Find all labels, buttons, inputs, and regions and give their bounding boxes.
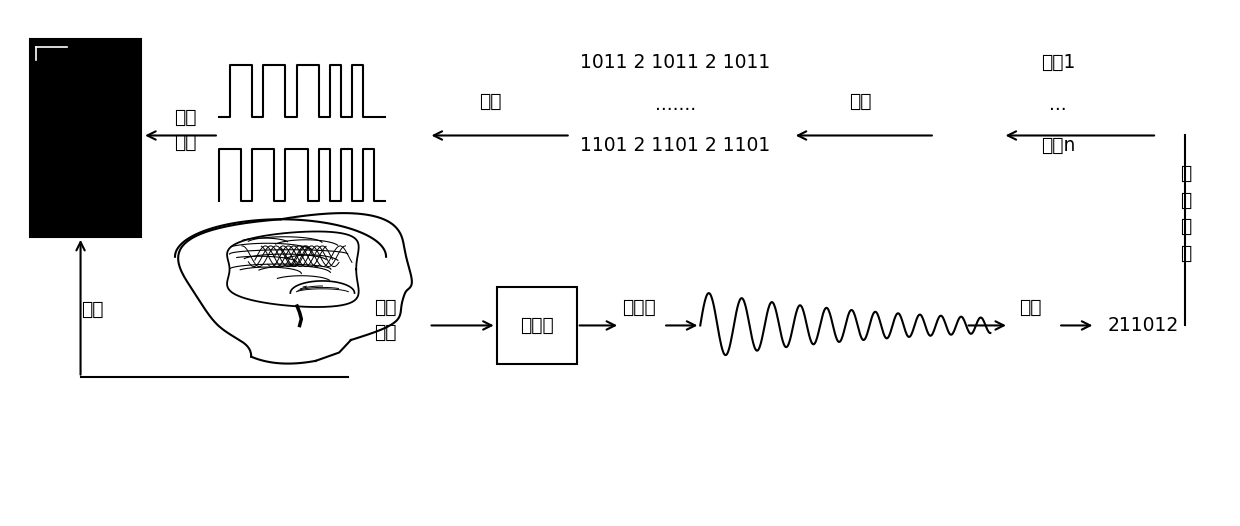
- Text: 采集
信号: 采集 信号: [374, 298, 397, 342]
- Text: 预处理: 预处理: [621, 298, 656, 317]
- Text: 调制: 调制: [479, 92, 502, 111]
- Text: 注视: 注视: [81, 300, 103, 319]
- Text: 指令n: 指令n: [1042, 136, 1075, 155]
- Text: 放大器: 放大器: [521, 316, 554, 335]
- Text: 解调: 解调: [1018, 298, 1042, 317]
- Bar: [30, 39, 141, 237]
- Text: 指
令
识
别: 指 令 识 别: [1179, 164, 1190, 263]
- Text: 1101 2 1101 2 1101: 1101 2 1101 2 1101: [580, 136, 771, 155]
- Text: 1011 2 1011 2 1011: 1011 2 1011 2 1011: [580, 53, 771, 72]
- Text: 指令1: 指令1: [1042, 53, 1075, 72]
- Text: 211012: 211012: [1107, 316, 1179, 335]
- Text: 视觉
刺激: 视觉 刺激: [175, 108, 197, 153]
- Text: 编码: 编码: [849, 92, 872, 111]
- Text: ...: ...: [1049, 95, 1068, 114]
- Bar: [496, 288, 577, 365]
- Text: .......: .......: [655, 95, 696, 114]
